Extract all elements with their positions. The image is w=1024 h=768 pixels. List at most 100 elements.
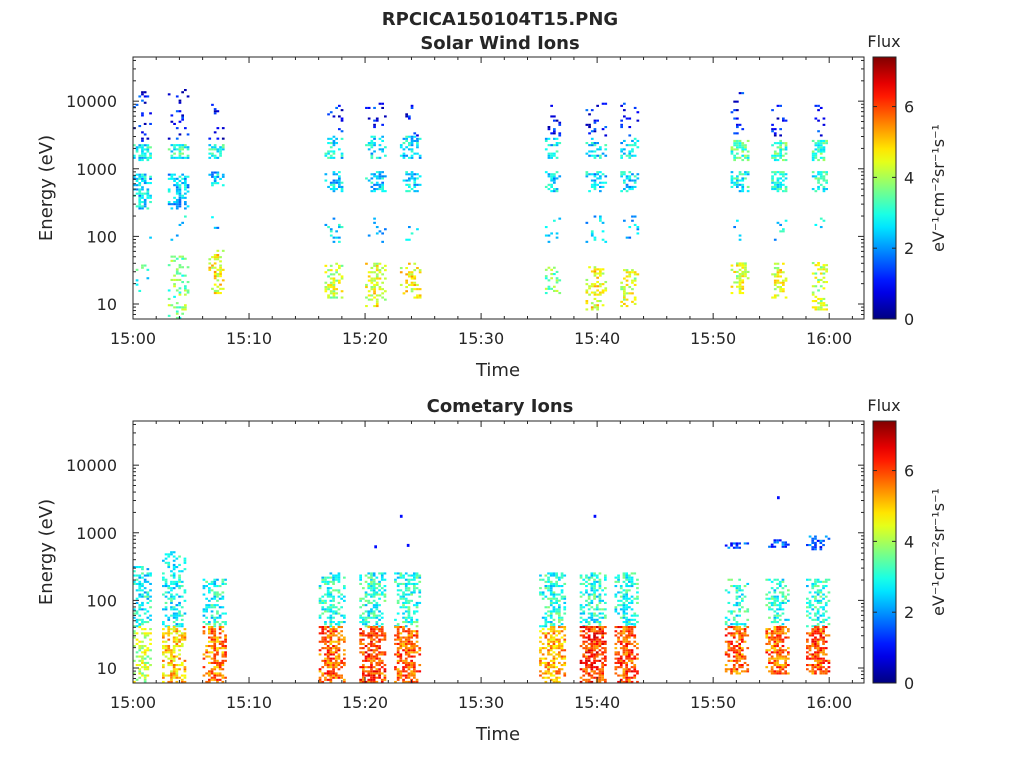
flux-cell	[324, 593, 327, 596]
flux-cell	[593, 183, 597, 186]
flux-cell	[550, 152, 553, 155]
flux-cell	[587, 680, 591, 683]
flux-cell	[779, 269, 782, 272]
flux-cell	[170, 657, 173, 660]
flux-cell	[822, 219, 826, 222]
flux-cell	[146, 655, 150, 658]
flux-cell	[407, 630, 411, 633]
flux-cell	[730, 292, 734, 295]
flux-cell	[736, 132, 739, 135]
flux-cell	[413, 190, 417, 193]
flux-cell	[334, 674, 338, 677]
flux-cell	[396, 582, 400, 585]
flux-cell	[779, 271, 782, 274]
flux-cell	[338, 267, 341, 270]
flux-cell	[817, 179, 820, 182]
flux-cell	[375, 226, 379, 229]
flux-cell	[324, 636, 327, 639]
flux-cell	[732, 610, 736, 613]
flux-cell	[622, 659, 626, 662]
flux-cell	[741, 593, 744, 596]
flux-cell	[213, 156, 217, 159]
flux-cell	[378, 148, 382, 151]
flux-cell	[582, 606, 586, 609]
flux-cell	[544, 634, 548, 637]
flux-cell	[619, 595, 623, 598]
flux-cell	[619, 674, 623, 677]
flux-cell	[396, 661, 400, 664]
flux-cell	[415, 604, 419, 607]
flux-cell	[413, 587, 416, 590]
flux-cell	[167, 264, 171, 267]
flux-cell	[332, 651, 335, 654]
flux-cell	[175, 676, 179, 679]
flux-cell	[590, 285, 594, 288]
flux-cell	[410, 139, 414, 142]
flux-cell	[405, 154, 408, 157]
flux-cell	[173, 306, 176, 309]
flux-cell	[216, 672, 219, 675]
flux-cell	[555, 610, 558, 613]
flux-cell	[404, 676, 408, 679]
flux-cell	[321, 595, 325, 598]
flux-cell	[372, 674, 376, 677]
flux-cell	[138, 146, 142, 149]
flux-cell	[216, 604, 219, 607]
flux-cell	[620, 123, 623, 126]
flux-cell	[167, 645, 171, 648]
flux-cell	[558, 606, 561, 609]
colorbar-unit-label: eV⁻¹cm⁻²sr⁻¹s⁻¹	[929, 124, 948, 252]
flux-cell	[318, 587, 322, 590]
flux-cell	[407, 580, 411, 583]
flux-cell	[181, 266, 184, 269]
flux-cell	[619, 661, 623, 664]
flux-cell	[549, 593, 553, 596]
flux-cell	[175, 638, 179, 641]
flux-cell	[399, 670, 403, 673]
flux-cell	[782, 183, 785, 186]
colorbar-tick-label: 4	[904, 532, 914, 551]
flux-cell	[593, 574, 596, 577]
flux-cell	[364, 595, 368, 598]
flux-cell	[633, 618, 637, 621]
flux-cell	[781, 657, 785, 660]
flux-cell	[213, 175, 217, 178]
flux-cell	[375, 636, 379, 639]
flux-cell	[631, 269, 634, 272]
flux-cell	[563, 626, 567, 629]
flux-cell	[329, 154, 333, 157]
flux-cell	[776, 604, 779, 607]
flux-cell	[625, 582, 628, 585]
flux-cell	[771, 156, 774, 159]
flux-cell	[181, 156, 184, 159]
flux-cell	[822, 621, 825, 624]
flux-cell	[404, 616, 408, 619]
flux-cell	[167, 638, 171, 641]
flux-cell	[332, 281, 336, 284]
flux-cell	[138, 289, 142, 292]
flux-cell	[324, 601, 327, 604]
flux-cell	[413, 674, 416, 677]
flux-cell	[378, 262, 382, 265]
flux-cell	[595, 595, 599, 598]
flux-cell	[372, 628, 376, 631]
flux-cell	[221, 612, 225, 615]
flux-cell	[332, 173, 336, 176]
flux-cell	[736, 285, 739, 288]
flux-cell	[588, 144, 591, 147]
flux-cell	[555, 645, 558, 648]
flux-cell	[205, 680, 208, 683]
flux-cell	[808, 544, 812, 547]
flux-cell	[588, 150, 591, 153]
flux-cell	[593, 181, 597, 184]
flux-cell	[585, 647, 588, 650]
flux-cell	[563, 582, 567, 585]
flux-cell	[628, 236, 632, 239]
flux-cell	[213, 636, 217, 639]
flux-cell	[367, 582, 371, 585]
flux-cell	[384, 175, 387, 178]
flux-cell	[172, 636, 176, 639]
flux-cell	[370, 666, 373, 669]
flux-cell	[410, 104, 414, 107]
